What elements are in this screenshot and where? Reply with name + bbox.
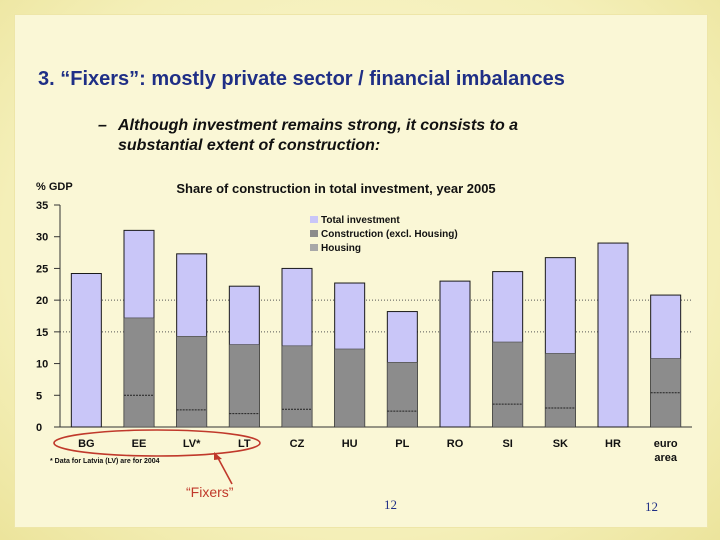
- bar-construction: [334, 348, 365, 428]
- y-tick-label: 25: [36, 263, 48, 275]
- x-tick-label: SK: [553, 438, 568, 450]
- x-tick-label: PL: [395, 438, 409, 450]
- x-tick-label: LT: [238, 438, 251, 450]
- y-tick-label: 35: [36, 200, 48, 212]
- x-tick-label: SI: [502, 438, 512, 450]
- bullet-text: Although investment remains strong, it c…: [118, 117, 519, 154]
- y-tick-label: 20: [36, 295, 48, 307]
- bar-construction: [281, 345, 313, 428]
- bar-total-investment: [439, 280, 471, 428]
- x-tick-label: RO: [447, 438, 464, 450]
- y-tick-label: 30: [36, 232, 48, 244]
- y-tick-label: 0: [36, 422, 42, 434]
- bar-construction: [176, 335, 207, 428]
- bar-construction: [229, 344, 260, 428]
- x-tick-label: HR: [605, 438, 621, 450]
- x-tick-label: LV*: [183, 438, 201, 450]
- chart-title: Share of construction in total investmen…: [176, 181, 495, 196]
- y-axis-label: % GDP: [36, 181, 73, 193]
- x-tick-label: area: [654, 452, 678, 464]
- bar-construction: [387, 362, 418, 428]
- bar-total-investment: [70, 273, 102, 428]
- fixers-highlight-ellipse: [53, 429, 261, 457]
- legend-entry: Construction (excl. Housing): [321, 229, 458, 240]
- bar-total-investment: [597, 242, 629, 428]
- bullet-dash: –: [98, 117, 107, 134]
- y-tick-label: 15: [36, 327, 48, 339]
- x-tick-label: BG: [78, 438, 95, 450]
- fixers-callout-label: “Fixers”: [186, 484, 234, 500]
- legend-entry: Housing: [321, 243, 361, 254]
- bar-construction: [545, 353, 576, 428]
- legend-swatch-housing: [310, 244, 318, 251]
- bar-construction: [492, 341, 523, 428]
- legend-swatch-construction: [310, 230, 318, 237]
- x-tick-label: HU: [342, 438, 358, 450]
- x-tick-label: euro: [654, 438, 678, 450]
- y-tick-label: 5: [36, 390, 42, 402]
- chart-footnote: * Data for Latvia (LV) are for 2004: [50, 458, 160, 465]
- legend-entry: Total investment: [321, 215, 400, 226]
- fixers-arrow-head: [214, 452, 222, 460]
- legend-swatch-total-investment: [310, 216, 318, 223]
- page-number-center: 12: [384, 497, 397, 512]
- bar-construction: [123, 317, 155, 428]
- page-number-right: 12: [645, 499, 658, 514]
- slide-title: 3. “Fixers”: mostly private sector / fin…: [38, 68, 565, 90]
- x-tick-label: CZ: [290, 438, 305, 450]
- x-tick-label: EE: [132, 438, 147, 450]
- fixers-arrow-line: [217, 457, 233, 485]
- y-tick-label: 10: [36, 359, 48, 371]
